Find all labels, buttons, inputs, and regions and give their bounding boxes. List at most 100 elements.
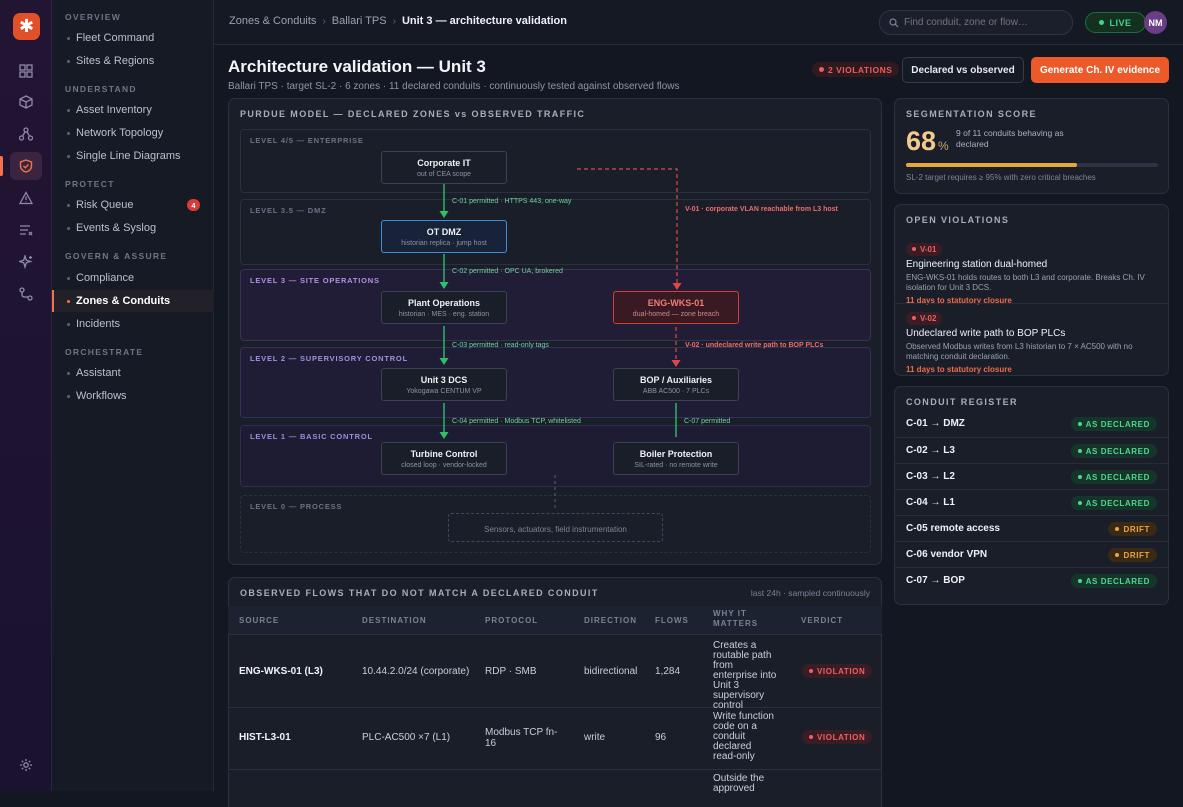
violation-dot-icon — [809, 735, 813, 739]
node-unit3-dcs[interactable]: Unit 3 DCS Yokogawa CENTUM VP — [381, 368, 507, 401]
conduit-row[interactable]: C-04 → L1 AS DECLARED — [895, 489, 1169, 515]
col-direction[interactable]: DIRECTION — [584, 616, 637, 625]
cell-flows: 1,284 — [655, 666, 681, 677]
conduit-row[interactable]: C-07 → BOP AS DECLARED — [895, 567, 1169, 593]
node-eng-wks-01[interactable]: ENG-WKS-01 dual-homed — zone breach — [613, 291, 739, 324]
node-corporate-it[interactable]: Corporate IT out of CEA scope — [381, 151, 507, 184]
conduit-name: C-03 → L2 — [906, 471, 955, 482]
route-icon[interactable] — [16, 284, 36, 304]
conduit-status: DRIFT — [1123, 524, 1150, 534]
shield-icon[interactable] — [0, 152, 42, 180]
col-protocol[interactable]: PROTOCOL — [485, 616, 539, 625]
status-dot-icon — [1077, 579, 1082, 583]
cube-icon[interactable] — [16, 92, 36, 112]
violation-item-v01[interactable]: V-01 Engineering station dual-homed ENG-… — [906, 238, 1156, 305]
violations-count-badge: 2 VIOLATIONS — [812, 62, 900, 77]
violation-title: Undeclared write path to BOP PLCs — [906, 328, 1066, 339]
conduit-status: AS DECLARED — [1085, 472, 1150, 482]
sidebar-item-asset-inventory[interactable]: Asset Inventory — [52, 99, 214, 121]
conduit-status: AS DECLARED — [1085, 446, 1150, 456]
col-source[interactable]: SOURCE — [239, 616, 280, 625]
node-title: Boiler Protection — [639, 449, 713, 459]
sparkle-icon[interactable] — [16, 252, 36, 272]
sidebar-item-single-line-diagrams[interactable]: Single Line Diagrams — [52, 145, 214, 167]
breadcrumb-item[interactable]: Zones & Conduits — [229, 15, 317, 27]
sidebar-item-incidents[interactable]: Incidents — [52, 313, 214, 335]
conduit-row[interactable]: C-06 vendor VPN DRIFT — [895, 541, 1169, 567]
conduit-row[interactable]: C-01 → DMZ AS DECLARED — [895, 411, 1169, 437]
conduit-name: C-07 → BOP — [906, 575, 965, 586]
generate-evidence-button[interactable]: Generate Ch. IV evidence — [1031, 57, 1169, 83]
status-dot-icon — [1115, 553, 1120, 557]
node-subtitle: out of CEA scope — [416, 171, 472, 178]
conduit-status: AS DECLARED — [1085, 576, 1150, 586]
col-why[interactable]: WHY IT MATTERS — [713, 609, 759, 628]
status-dot-icon — [1077, 422, 1082, 426]
verdict-label: VIOLATION — [817, 732, 866, 742]
col-verdict[interactable]: VERDICT — [801, 616, 844, 625]
status-dot-icon — [1077, 449, 1082, 453]
violation-id-badge: V-02 — [906, 311, 943, 325]
node-boiler-protection[interactable]: Boiler Protection SIL-rated · no remote w… — [613, 442, 739, 475]
nav-section-protect: PROTECT — [65, 179, 115, 189]
c04-label: C-04 permitted · Modbus TCP, whitelisted — [452, 418, 581, 425]
level-label: LEVEL 2 — SUPERVISORY CONTROL — [250, 354, 408, 363]
sidebar-item-events-syslog[interactable]: Events & Syslog — [52, 217, 214, 239]
node-ot-dmz[interactable]: OT DMZ historian replica · jump host — [381, 220, 507, 253]
list-icon[interactable] — [16, 220, 36, 240]
score-progress-track — [906, 163, 1158, 167]
sidebar-item-risk-queue[interactable]: Risk Queue 4 — [52, 194, 214, 216]
v01-label: V-01 · corporate VLAN reachable from L3 … — [685, 206, 838, 213]
node-subtitle: historian replica · jump host — [401, 240, 487, 247]
node-subtitle: Yokogawa CENTUM VP — [406, 388, 482, 395]
node-plant-operations[interactable]: Plant Operations historian · MES · eng. s… — [381, 291, 507, 324]
c01-edge — [439, 184, 449, 218]
col-destination[interactable]: DESTINATION — [362, 616, 427, 625]
node-field-instrumentation[interactable]: Sensors, actuators, field instrumentatio… — [448, 513, 663, 542]
breadcrumb: Zones & Conduits › Ballari TPS › Unit 3 … — [229, 15, 567, 27]
search-box[interactable] — [879, 10, 1073, 35]
col-flows[interactable]: FLOWS — [655, 616, 689, 625]
search-input[interactable] — [904, 17, 1064, 28]
violation-due: 11 days to statutory closure — [906, 365, 1012, 374]
avatar[interactable]: NM — [1144, 11, 1167, 34]
app-logo[interactable]: ✱ — [13, 13, 40, 40]
sidebar-item-compliance[interactable]: Compliance — [52, 267, 214, 289]
node-turbine-control[interactable]: Turbine Control closed loop · vendor-lock… — [381, 442, 507, 475]
conduit-row[interactable]: C-05 remote access DRIFT — [895, 515, 1169, 541]
sidebar-item-fleet-command[interactable]: Fleet Command — [52, 27, 214, 49]
c04-edge — [439, 403, 449, 439]
sidebar-item-label: Risk Queue — [76, 199, 134, 211]
table-row[interactable]: HIST-L3-01 PLC-AC500 ×7 (L1) Modbus TCP … — [228, 708, 882, 770]
table-row[interactable]: ENG-WKS-01 (L3) 10.44.2.0/24 (corporate)… — [228, 636, 882, 711]
node-title: OT DMZ — [426, 227, 462, 237]
violation-item-v02[interactable]: V-02 Undeclared write path to BOP PLCs O… — [906, 307, 1156, 374]
alert-icon[interactable] — [16, 188, 36, 208]
violation-desc: Observed Modbus writes from L3 historian… — [906, 342, 1133, 361]
node-bop-auxiliaries[interactable]: BOP / Auxiliaries ABB AC500 · 7 PLCs — [613, 368, 739, 401]
v02-label: V-02 · undeclared write path to BOP PLCs — [685, 342, 824, 349]
violation-due: 11 days to statutory closure — [906, 296, 1012, 305]
sidebar-item-assistant[interactable]: Assistant — [52, 362, 214, 384]
conduit-row[interactable]: C-02 → L3 AS DECLARED — [895, 437, 1169, 463]
level-label: LEVEL 4/5 — ENTERPRISE — [250, 136, 364, 145]
network-icon[interactable] — [16, 124, 36, 144]
settings-icon[interactable] — [16, 755, 36, 775]
declared-vs-observed-button[interactable]: Declared vs observed — [902, 57, 1024, 83]
conduit-row[interactable]: C-03 → L2 AS DECLARED — [895, 463, 1169, 489]
verdict-label: VIOLATION — [817, 666, 866, 676]
violation-id: V-01 — [920, 244, 937, 254]
sidebar-item-zones-conduits[interactable]: Zones & Conduits — [52, 290, 214, 312]
sidebar-item-network-topology[interactable]: Network Topology — [52, 122, 214, 144]
table-row[interactable]: Outside the approved — [228, 770, 882, 800]
grid-icon[interactable] — [16, 61, 36, 81]
score-title: SEGMENTATION SCORE — [906, 109, 1037, 119]
score-desc: 9 of 11 conduits behaving as declared — [956, 128, 1064, 149]
sidebar-item-sites-regions[interactable]: Sites & Regions — [52, 50, 214, 72]
cell-direction: write — [584, 732, 606, 743]
c03-edge — [439, 326, 449, 365]
sidebar-item-workflows[interactable]: Workflows — [52, 385, 214, 407]
nav-section-orchestrate: ORCHESTRATE — [65, 347, 144, 357]
breadcrumb-item[interactable]: Ballari TPS — [331, 15, 387, 27]
live-status-badge: LIVE — [1085, 12, 1146, 33]
